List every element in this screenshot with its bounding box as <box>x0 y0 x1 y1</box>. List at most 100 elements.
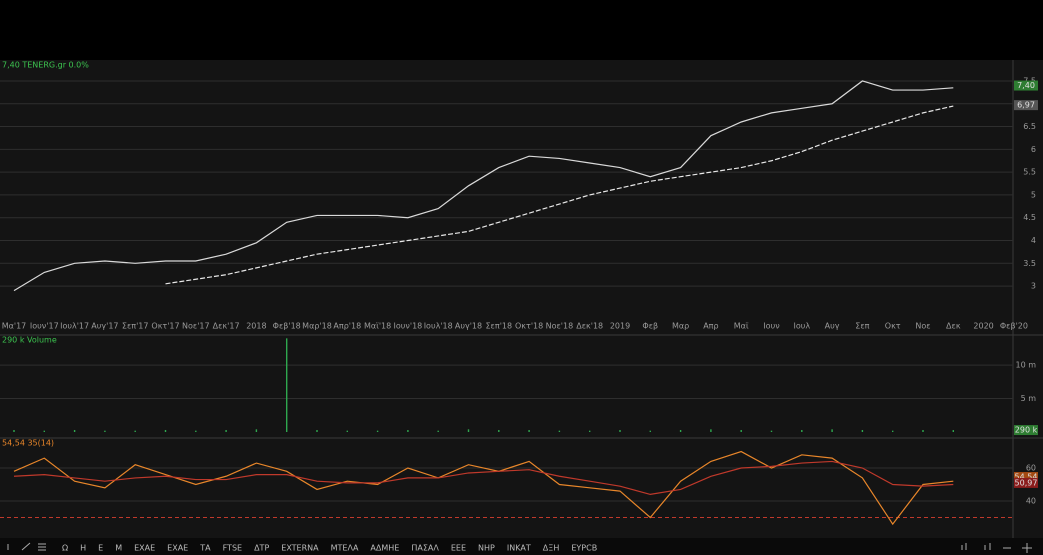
series-line <box>165 105 954 285</box>
toolbar-tab[interactable]: EYPCB <box>571 544 597 553</box>
volume-bar <box>255 429 258 432</box>
y-tick-label: 5 m <box>1021 394 1037 403</box>
volume-bar <box>710 429 712 432</box>
toolbar-tab[interactable]: ΙΝΚΑΤ <box>507 544 531 553</box>
volume-bar <box>801 429 803 432</box>
volume-bar <box>558 430 561 432</box>
x-tick-label: Δεκ'18 <box>576 322 603 331</box>
volume-bar <box>831 429 833 432</box>
volume-bar <box>104 430 106 432</box>
y-tick-label: 10 m <box>1015 361 1036 370</box>
x-tick-label: Ιουλ'17 <box>60 322 89 331</box>
toolbar-tab[interactable]: Μ <box>115 544 122 553</box>
volume-bar <box>225 429 227 432</box>
x-tick-label: Ιουν <box>763 322 780 331</box>
toolbar-tab[interactable]: ΤΑ <box>199 544 211 553</box>
x-tick-label: Ιουν'17 <box>30 322 59 331</box>
x-tick-label: Νοε'17 <box>182 322 210 331</box>
volume-bar <box>952 430 954 432</box>
y-tick-label: 5.5 <box>1023 168 1036 177</box>
toolbar-tab[interactable]: ΝΗΡ <box>478 544 495 553</box>
toolbar-tab[interactable]: ΔΞΗ <box>543 544 560 553</box>
last-value-label: 6,97 <box>1017 101 1035 110</box>
x-tick-label: 2019 <box>610 322 630 331</box>
chart-background <box>0 60 1043 538</box>
toolbar-tab[interactable]: ΠΑΣΑΛ <box>411 544 439 553</box>
y-tick-label: 40 <box>1026 496 1036 505</box>
y-tick-label: 6 <box>1031 145 1036 154</box>
last-value-box <box>1014 477 1038 488</box>
x-tick-label: Οκτ <box>885 322 901 331</box>
x-tick-label: Μαρ'18 <box>302 322 332 331</box>
last-value-box <box>1014 472 1038 483</box>
toolbar-tab[interactable]: ΑΔΜΗΕ <box>370 544 399 553</box>
volume-bar <box>164 429 167 432</box>
x-tick-label: Φεβ'18 <box>273 322 301 331</box>
series-line <box>13 80 954 292</box>
x-tick-label: Οκτ'17 <box>151 322 179 331</box>
x-tick-label: Μαρ <box>672 322 689 331</box>
volume-bar <box>467 429 470 432</box>
toolbar-tab[interactable]: EXAE <box>134 544 155 553</box>
last-value-label: 290 k <box>1015 426 1038 435</box>
toolbar-tab[interactable]: FTSE <box>223 544 242 553</box>
volume-bar <box>43 430 45 432</box>
price-header: 7,40 TENERG.gr 0.0% <box>2 61 89 70</box>
volume-bar <box>770 430 773 432</box>
toolbar-tab[interactable]: Ω <box>62 544 68 553</box>
x-tick-label: Φεβ <box>642 322 658 331</box>
x-tick-label: 2020 <box>973 322 993 331</box>
rsi-header: 54,54 35(14) <box>2 439 54 448</box>
x-tick-label: Ιουν'18 <box>394 322 423 331</box>
x-tick-label: Σεπ'18 <box>486 322 513 331</box>
x-tick-label: Αυγ'17 <box>91 322 118 331</box>
toolbar-tab[interactable]: ΜΤΕΛΑ <box>331 544 359 553</box>
toolbar-icons[interactable] <box>7 542 46 551</box>
volume-bar <box>861 429 864 432</box>
y-tick-label: 3.5 <box>1023 259 1036 268</box>
x-tick-label: Μαϊ <box>734 322 749 331</box>
volume-bar <box>316 429 318 432</box>
toolbar-tab[interactable]: ΔΤΡ <box>254 544 269 553</box>
last-value-label: 7,40 <box>1017 81 1035 90</box>
toolbar-tab[interactable]: EXAE <box>167 544 188 553</box>
y-tick-label: 5 <box>1031 190 1036 199</box>
volume-bar <box>922 429 924 432</box>
x-tick-label: Νοε'18 <box>546 322 574 331</box>
volume-bar <box>73 429 76 432</box>
toolbar <box>0 538 1043 555</box>
last-value-label: 50,97 <box>1015 478 1038 487</box>
last-value-box <box>1014 80 1038 91</box>
volume-bar <box>134 430 136 432</box>
x-tick-label: Αυγ <box>825 322 840 331</box>
x-tick-label: Απρ <box>703 322 718 331</box>
volume-bar <box>407 429 409 432</box>
x-tick-label: Σεπ <box>855 322 869 331</box>
toolbar-tab[interactable]: Η <box>80 544 86 553</box>
x-tick-label: Δεκ'17 <box>213 322 240 331</box>
x-tick-label: Απρ'18 <box>333 322 361 331</box>
volume-bar <box>649 430 651 432</box>
x-tick-label: Ιουλ <box>793 322 810 331</box>
volume-bar <box>679 429 682 432</box>
volume-bar <box>892 430 894 432</box>
y-tick-label: 4.5 <box>1023 213 1036 222</box>
x-tick-label: Μαϊ'18 <box>364 322 391 331</box>
x-tick-label: Νοε <box>915 322 930 331</box>
x-tick-label: Αυγ'18 <box>455 322 482 331</box>
volume-header: 290 k Volume <box>2 336 57 345</box>
volume-bar <box>589 430 591 432</box>
x-tick-label: Ιουλ'18 <box>424 322 453 331</box>
volume-bar <box>740 429 742 432</box>
volume-bar <box>346 430 348 432</box>
toolbar-right-icons[interactable] <box>961 543 1032 553</box>
y-tick-label: 60 <box>1026 464 1036 473</box>
toolbar-tab[interactable]: Ε <box>98 544 103 553</box>
toolbar-tab[interactable]: EXTERNA <box>281 544 319 553</box>
x-tick-label: Οκτ'18 <box>515 322 543 331</box>
volume-bar <box>528 429 530 432</box>
toolbar-tab[interactable]: ΕΕΕ <box>451 544 466 553</box>
series-line <box>13 460 954 496</box>
